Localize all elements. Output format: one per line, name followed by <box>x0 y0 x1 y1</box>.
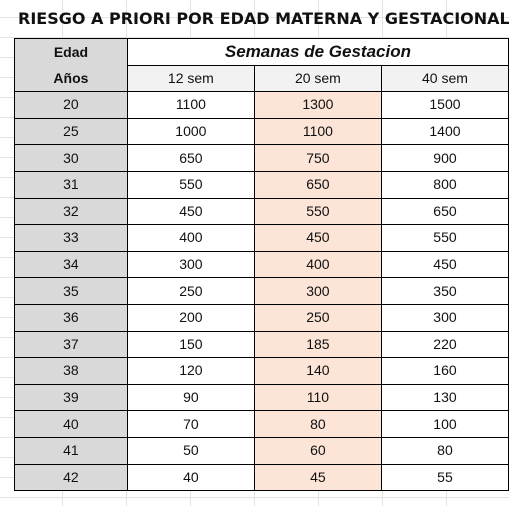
week-20-value-cell[interactable]: 1100 <box>253 117 382 146</box>
week-40-value-cell[interactable]: 1500 <box>380 91 509 119</box>
week-12-value-cell[interactable]: 200 <box>126 303 255 332</box>
table-title: RIESGO A PRIORI POR EDAD MATERNA Y GESTA… <box>18 9 509 28</box>
age-header-cell[interactable]: Edad <box>14 38 128 66</box>
week-40-value-cell[interactable]: 300 <box>380 303 509 332</box>
age-cell[interactable]: 33 <box>14 224 128 252</box>
week-12-header-cell[interactable]: 12 sem <box>126 64 255 93</box>
week-40-value-cell[interactable]: 100 <box>380 410 509 438</box>
week-12-value-cell[interactable]: 120 <box>126 357 255 385</box>
week-40-value-cell[interactable]: 55 <box>380 463 509 492</box>
table-row: 35 250 300 350 <box>14 277 509 305</box>
week-40-value-cell[interactable]: 130 <box>380 383 509 412</box>
week-20-value-cell[interactable]: 1300 <box>253 91 382 119</box>
table-row: 31 550 650 800 <box>14 170 509 199</box>
week-40-value-cell[interactable]: 900 <box>380 144 509 172</box>
age-cell[interactable]: 38 <box>14 357 128 385</box>
week-12-value-cell[interactable]: 1100 <box>126 91 255 119</box>
week-20-value-cell[interactable]: 140 <box>253 357 382 385</box>
week-20-value-cell[interactable]: 300 <box>253 277 382 305</box>
table-row: 37 150 185 220 <box>14 330 509 359</box>
table-row: 30 650 750 900 <box>14 144 509 172</box>
risk-table: Edad Semanas de Gestacion Años 12 sem 20… <box>14 38 509 492</box>
week-12-value-cell[interactable]: 90 <box>126 383 255 412</box>
table-row: 40 70 80 100 <box>14 410 509 438</box>
week-40-value-cell[interactable]: 650 <box>380 197 509 226</box>
week-12-value-cell[interactable]: 150 <box>126 330 255 359</box>
table-row: 38 120 140 160 <box>14 357 509 385</box>
header-row-1: Edad Semanas de Gestacion <box>14 38 509 66</box>
age-cell[interactable]: 41 <box>14 436 128 465</box>
age-cell[interactable]: 25 <box>14 117 128 146</box>
table-row: 32 450 550 650 <box>14 197 509 226</box>
age-cell[interactable]: 20 <box>14 91 128 119</box>
week-12-value-cell[interactable]: 450 <box>126 197 255 226</box>
table-row: 20 1100 1300 1500 <box>14 91 509 119</box>
age-cell[interactable]: 31 <box>14 170 128 199</box>
week-40-header-cell[interactable]: 40 sem <box>380 64 509 93</box>
week-20-value-cell[interactable]: 80 <box>253 410 382 438</box>
age-cell[interactable]: 39 <box>14 383 128 412</box>
week-12-value-cell[interactable]: 250 <box>126 277 255 305</box>
table-row: 34 300 400 450 <box>14 250 509 279</box>
table-row: 39 90 110 130 <box>14 383 509 412</box>
week-20-value-cell[interactable]: 250 <box>253 303 382 332</box>
week-12-value-cell[interactable]: 40 <box>126 463 255 492</box>
week-12-value-cell[interactable]: 550 <box>126 170 255 199</box>
gestation-weeks-header-cell[interactable]: Semanas de Gestacion <box>126 38 509 66</box>
week-12-value-cell[interactable]: 1000 <box>126 117 255 146</box>
week-20-value-cell[interactable]: 400 <box>253 250 382 279</box>
header-row-2: Años 12 sem 20 sem 40 sem <box>14 64 509 93</box>
week-20-value-cell[interactable]: 450 <box>253 224 382 252</box>
week-20-value-cell[interactable]: 60 <box>253 436 382 465</box>
week-40-value-cell[interactable]: 350 <box>380 277 509 305</box>
age-unit-header-cell[interactable]: Años <box>14 65 128 93</box>
week-40-value-cell[interactable]: 220 <box>380 330 509 359</box>
age-cell[interactable]: 32 <box>14 197 128 226</box>
table-row: 41 50 60 80 <box>14 436 509 465</box>
week-12-value-cell[interactable]: 400 <box>126 224 255 252</box>
age-cell[interactable]: 34 <box>14 250 128 279</box>
week-20-value-cell[interactable]: 45 <box>253 463 382 492</box>
week-40-value-cell[interactable]: 80 <box>380 436 509 465</box>
table-row: 36 200 250 300 <box>14 303 509 332</box>
table-row: 33 400 450 550 <box>14 224 509 252</box>
week-40-value-cell[interactable]: 800 <box>380 170 509 199</box>
week-12-value-cell[interactable]: 50 <box>126 436 255 465</box>
age-cell[interactable]: 40 <box>14 410 128 438</box>
week-20-value-cell[interactable]: 185 <box>253 330 382 359</box>
week-12-value-cell[interactable]: 650 <box>126 144 255 172</box>
week-40-value-cell[interactable]: 450 <box>380 250 509 279</box>
week-20-value-cell[interactable]: 650 <box>253 170 382 199</box>
age-cell[interactable]: 30 <box>14 144 128 172</box>
age-cell[interactable]: 37 <box>14 330 128 359</box>
week-40-value-cell[interactable]: 1400 <box>380 117 509 146</box>
week-20-header-cell[interactable]: 20 sem <box>253 64 382 93</box>
age-cell[interactable]: 42 <box>14 463 128 492</box>
age-cell[interactable]: 35 <box>14 277 128 305</box>
week-20-value-cell[interactable]: 110 <box>253 383 382 412</box>
week-40-value-cell[interactable]: 160 <box>380 357 509 385</box>
week-12-value-cell[interactable]: 70 <box>126 410 255 438</box>
week-20-value-cell[interactable]: 550 <box>253 197 382 226</box>
table-row: 42 40 45 55 <box>14 463 509 492</box>
age-cell[interactable]: 36 <box>14 303 128 332</box>
table-row: 25 1000 1100 1400 <box>14 117 509 146</box>
week-20-value-cell[interactable]: 750 <box>253 144 382 172</box>
week-40-value-cell[interactable]: 550 <box>380 224 509 252</box>
week-12-value-cell[interactable]: 300 <box>126 250 255 279</box>
